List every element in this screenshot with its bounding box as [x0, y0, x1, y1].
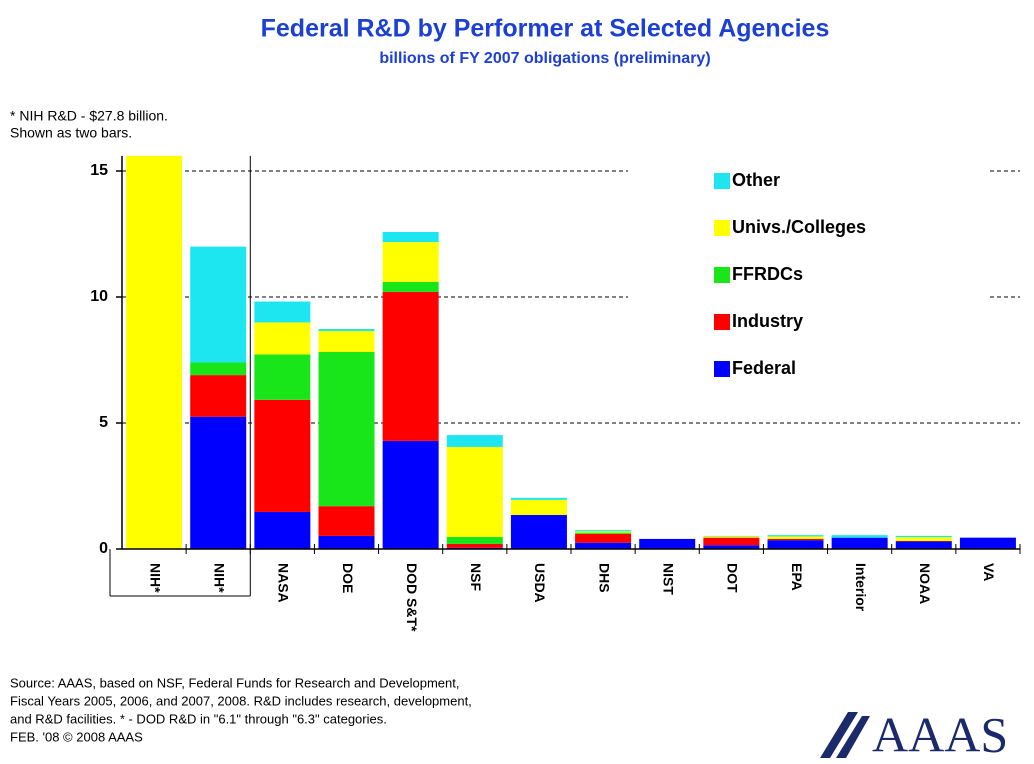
x-tick-label: VA: [981, 563, 997, 581]
bar-segment: [318, 329, 375, 332]
bar-segment: [382, 242, 439, 282]
bar-segment: [318, 535, 375, 549]
x-tick-label: DOD S&T*: [404, 563, 420, 632]
bar-segment: [126, 155, 183, 549]
legend-label: Industry: [732, 311, 803, 331]
bar-segment: [639, 538, 696, 549]
x-tick-label: DHS: [596, 563, 612, 593]
y-tick-label: 0: [99, 540, 108, 557]
bar-segment: [510, 514, 567, 549]
bar-segment: [254, 511, 311, 549]
y-tick-label: 10: [90, 288, 108, 305]
bar-segment: [254, 301, 311, 323]
legend-box: [628, 160, 988, 390]
bar-segment: [382, 231, 439, 243]
x-tick-label: NOAA: [917, 563, 933, 604]
x-tick-label: NSF: [468, 563, 484, 591]
x-tick-label: USDA: [532, 563, 548, 603]
note: * NIH R&D - $27.8 billion.: [10, 108, 168, 124]
bar-segment: [575, 542, 632, 549]
legend-label: FFRDCs: [732, 264, 803, 284]
bar-segment: [382, 440, 439, 549]
bar-segment: [254, 354, 311, 400]
bar-segment: [831, 537, 888, 549]
bar-segment: [510, 499, 567, 515]
x-tick-label: DOT: [725, 563, 741, 593]
bar-segment: [703, 537, 760, 546]
bar-segment: [190, 246, 247, 363]
bar-segment: [446, 435, 503, 447]
bar-segment: [575, 533, 632, 543]
bar-segment: [703, 545, 760, 549]
legend-swatch: [714, 361, 730, 377]
y-tick-label: 15: [90, 162, 108, 179]
legend-label: Univs./Colleges: [732, 217, 866, 237]
y-tick-label: 5: [99, 414, 108, 431]
bar-segment: [190, 375, 247, 417]
bar-segment: [895, 541, 952, 549]
logo-mark: [820, 712, 858, 758]
bar-segment: [575, 531, 632, 533]
bar-segment: [318, 506, 375, 536]
bar-segment: [446, 536, 503, 544]
bar-segment: [703, 535, 760, 537]
bar-segment: [895, 540, 952, 542]
note: Shown as two bars.: [10, 125, 132, 141]
bar-segment: [190, 362, 247, 376]
bar-segment: [703, 536, 760, 538]
legend-label: Federal: [732, 358, 796, 378]
source: and R&D facilities. * - DOD R&D in "6.1"…: [10, 711, 387, 726]
source: FEB. '08 © 2008 AAAS: [10, 729, 143, 744]
x-tick-label: NASA: [276, 563, 292, 603]
bar-segment: [895, 535, 952, 538]
bar-segment: [254, 399, 311, 512]
x-tick-label: NIST: [661, 563, 677, 595]
bar-segment: [767, 535, 824, 537]
bar-segment: [575, 530, 632, 532]
bar-segment: [767, 540, 824, 549]
x-tick-label: NIH*: [212, 563, 228, 593]
chart-subtitle: billions of FY 2007 obligations (prelimi…: [379, 50, 710, 67]
bar-segment: [831, 535, 888, 538]
bar-segment: [446, 543, 503, 548]
legend-swatch: [714, 173, 730, 189]
x-tick-label: NIH*: [147, 563, 163, 593]
chart-title: Federal R&D by Performer at Selected Age…: [261, 15, 830, 43]
x-tick-label: Interior: [853, 563, 869, 612]
bar-segment: [767, 538, 824, 541]
bar-segment: [767, 536, 824, 539]
bar-segment: [510, 497, 567, 500]
bar-segment: [254, 322, 311, 355]
bar-segment: [382, 291, 439, 441]
bar-segment: [382, 281, 439, 292]
legend-swatch: [714, 220, 730, 236]
bar-segment: [895, 537, 952, 541]
logo: AAAS: [872, 706, 1008, 762]
legend-swatch: [714, 267, 730, 283]
bar-segment: [318, 351, 375, 507]
legend-label: Other: [732, 170, 780, 190]
bar-segment: [318, 331, 375, 352]
legend-swatch: [714, 314, 730, 330]
bar-segment: [446, 446, 503, 537]
source: Fiscal Years 2005, 2006, and 2007, 2008.…: [10, 693, 472, 708]
bar-segment: [959, 537, 1016, 549]
logo-mark: [836, 716, 870, 758]
bar-segment: [575, 532, 632, 534]
bar-segment: [190, 416, 247, 549]
x-tick-label: DOE: [340, 563, 356, 593]
x-tick-label: EPA: [789, 563, 805, 591]
source: Source: AAAS, based on NSF, Federal Fund…: [10, 675, 459, 690]
